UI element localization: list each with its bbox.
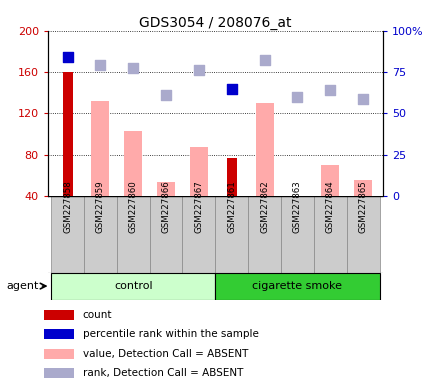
Bar xyxy=(62,72,72,196)
Text: percentile rank within the sample: percentile rank within the sample xyxy=(82,329,258,339)
Point xyxy=(129,65,136,71)
Bar xyxy=(43,329,74,339)
Point xyxy=(326,87,333,93)
Text: value, Detection Call = ABSENT: value, Detection Call = ABSENT xyxy=(82,349,247,359)
Bar xyxy=(51,273,215,300)
Text: GSM227866: GSM227866 xyxy=(161,180,170,233)
Bar xyxy=(51,196,84,273)
Text: GSM227861: GSM227861 xyxy=(227,180,236,233)
Bar xyxy=(149,196,182,273)
Bar xyxy=(117,196,149,273)
Text: GSM227867: GSM227867 xyxy=(194,180,203,233)
Bar xyxy=(91,101,109,196)
Text: GSM227859: GSM227859 xyxy=(95,180,105,233)
Bar xyxy=(124,131,142,196)
Text: cigarette smoke: cigarette smoke xyxy=(252,281,342,291)
Bar xyxy=(43,310,74,320)
Text: GSM227860: GSM227860 xyxy=(128,180,138,233)
Bar xyxy=(255,103,273,196)
Bar xyxy=(182,196,215,273)
Text: GSM227863: GSM227863 xyxy=(292,180,301,233)
Bar xyxy=(189,147,207,196)
Bar xyxy=(320,165,339,196)
Text: control: control xyxy=(114,281,152,291)
Point xyxy=(97,62,104,68)
Bar xyxy=(280,196,313,273)
Title: GDS3054 / 208076_at: GDS3054 / 208076_at xyxy=(139,16,291,30)
Point xyxy=(64,54,71,60)
Bar xyxy=(313,196,346,273)
Text: GSM227865: GSM227865 xyxy=(358,180,367,233)
Text: GSM227862: GSM227862 xyxy=(260,180,269,233)
Bar xyxy=(215,196,247,273)
Bar xyxy=(43,368,74,378)
Bar xyxy=(247,196,280,273)
Bar xyxy=(353,180,371,196)
Point xyxy=(293,94,300,100)
Point xyxy=(260,56,267,63)
Bar xyxy=(346,196,378,273)
Point xyxy=(162,92,169,98)
Bar xyxy=(157,182,175,196)
Bar xyxy=(43,349,74,359)
Point xyxy=(359,96,366,102)
Bar xyxy=(84,196,117,273)
Text: rank, Detection Call = ABSENT: rank, Detection Call = ABSENT xyxy=(82,368,243,378)
Text: GSM227864: GSM227864 xyxy=(325,180,334,233)
Point xyxy=(228,85,235,91)
Text: agent: agent xyxy=(7,281,39,291)
Point xyxy=(195,67,202,73)
Bar xyxy=(215,273,378,300)
Text: count: count xyxy=(82,310,112,320)
Text: GSM227858: GSM227858 xyxy=(63,180,72,233)
Bar xyxy=(226,158,236,196)
